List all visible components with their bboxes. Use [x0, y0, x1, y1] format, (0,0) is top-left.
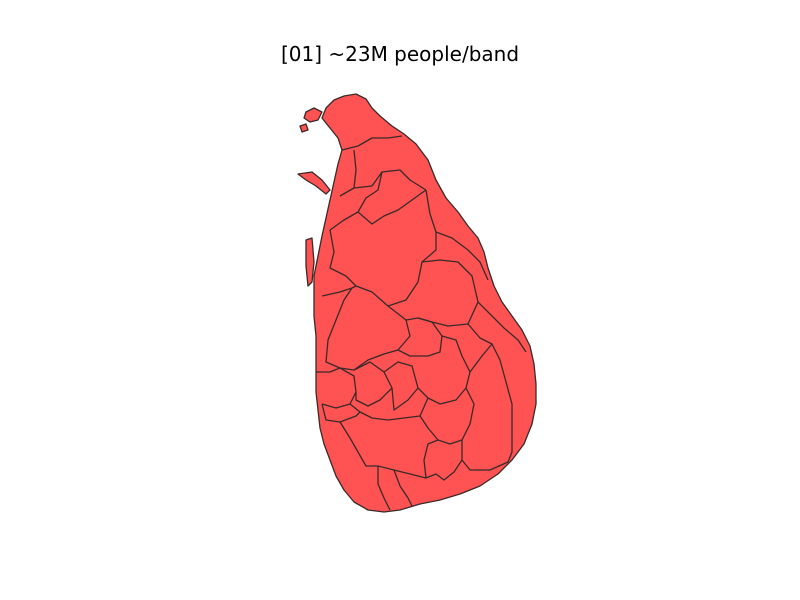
boundary-matara-2: [393, 469, 413, 507]
boundary-north-1: [341, 135, 403, 151]
boundary-puttalam: [321, 285, 357, 297]
district-boundaries: [316, 135, 527, 511]
boundary-north-2: [353, 149, 427, 191]
boundary-kegalle: [353, 361, 393, 407]
boundary-north-3: [357, 171, 427, 225]
boundary-central-north: [329, 211, 359, 231]
boundary-badulla: [469, 343, 493, 373]
jaffna-islet-2: [299, 123, 309, 133]
boundary-matale: [397, 317, 443, 357]
boundary-nuwara: [383, 361, 419, 411]
mannar-spit: [297, 171, 331, 195]
map-title: [01] ~23M people/band: [280, 42, 520, 66]
boundary-hambantota: [423, 439, 439, 479]
boundary-trinco: [435, 231, 489, 281]
boundary-ampara: [467, 323, 513, 452]
island-outline: [313, 93, 537, 513]
kalpitiya-strip: [305, 237, 315, 287]
jaffna-islet-1: [303, 107, 323, 123]
boundary-batticaloa: [477, 301, 527, 353]
boundary-south-coast: [435, 459, 463, 481]
boundary-north-4: [339, 187, 355, 197]
boundary-anuradhapura: [329, 189, 437, 307]
boundary-gampaha: [316, 367, 357, 409]
boundary-matara: [377, 466, 391, 511]
